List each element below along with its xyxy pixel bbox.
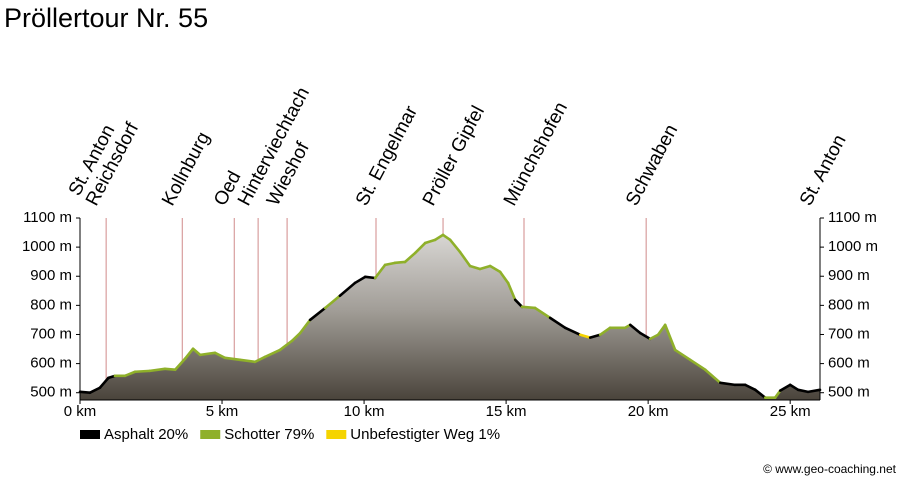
surface-segment bbox=[338, 281, 357, 298]
surface-segment bbox=[718, 381, 737, 387]
x-tick-label: 20 km bbox=[628, 403, 669, 420]
surface-segment bbox=[753, 388, 767, 399]
waypoint-label: St. Anton bbox=[796, 131, 851, 209]
surface-segment bbox=[413, 241, 427, 255]
surface-segment bbox=[458, 250, 472, 268]
surface-segment bbox=[148, 367, 167, 373]
waypoint-label: Münchshofen bbox=[500, 99, 572, 210]
surface-segment bbox=[278, 339, 294, 352]
surface-segment bbox=[628, 323, 642, 335]
waypoint-label: Schwaben bbox=[622, 121, 682, 209]
legend-swatch bbox=[80, 430, 100, 439]
surface-segment bbox=[638, 331, 652, 341]
waypoint-label: Pröller Gipfel bbox=[419, 103, 489, 210]
legend-label: Asphalt 20% bbox=[104, 426, 188, 443]
y-tick-label: 600 m bbox=[30, 355, 72, 372]
x-tick-label: 25 km bbox=[770, 403, 811, 420]
surface-segment bbox=[78, 390, 92, 395]
y-tick-label: 500 m bbox=[30, 384, 72, 401]
copyright: © www.geo-coaching.net bbox=[763, 462, 897, 476]
surface-segment bbox=[648, 333, 660, 341]
surface-segment bbox=[183, 347, 195, 360]
waypoint-label: St. Engelmar bbox=[352, 102, 422, 209]
surface-segment bbox=[778, 383, 792, 392]
surface-segment bbox=[478, 264, 492, 271]
surface-segment bbox=[598, 326, 612, 337]
legend-label: Unbefestigter Weg 1% bbox=[350, 426, 500, 443]
surface-segment bbox=[133, 369, 152, 374]
surface-segment bbox=[433, 233, 445, 242]
surface-segment bbox=[703, 368, 722, 385]
y-tick-label: 1000 m bbox=[22, 238, 72, 255]
surface-segment bbox=[223, 356, 242, 362]
surface-segment bbox=[403, 251, 417, 264]
surface-segment bbox=[663, 323, 677, 352]
surface-segment bbox=[563, 326, 582, 337]
surface-segment bbox=[163, 367, 177, 372]
surface-segment bbox=[173, 357, 187, 372]
surface-segment bbox=[353, 275, 367, 285]
x-tick-label: 10 km bbox=[344, 403, 385, 420]
surface-segment bbox=[88, 386, 102, 395]
surface-segment bbox=[588, 333, 602, 339]
surface-segment bbox=[506, 281, 517, 302]
elevation-area bbox=[80, 234, 820, 400]
y2-tick-label: 1000 m bbox=[828, 238, 878, 255]
surface-segment bbox=[796, 388, 810, 394]
surface-segment bbox=[323, 294, 342, 310]
legend-label: Schotter 79% bbox=[224, 426, 314, 443]
surface-segment bbox=[213, 351, 227, 360]
waypoint-label: Kollnburg bbox=[158, 129, 214, 210]
y-tick-label: 800 m bbox=[30, 296, 72, 313]
surface-segment bbox=[308, 306, 327, 322]
surface-segment bbox=[673, 348, 692, 362]
surface-segment bbox=[191, 347, 202, 357]
legend-swatch bbox=[326, 430, 347, 439]
surface-segment bbox=[533, 306, 552, 320]
surface-segment bbox=[448, 238, 462, 254]
surface-segment bbox=[253, 355, 267, 364]
surface-segment bbox=[383, 261, 397, 267]
x-tick-label: 15 km bbox=[486, 403, 527, 420]
surface-segment bbox=[298, 318, 312, 335]
legend-swatch bbox=[200, 430, 221, 439]
surface-segment bbox=[773, 389, 782, 399]
surface-segment bbox=[290, 331, 302, 343]
y-tick-label: 1100 m bbox=[23, 209, 72, 226]
surface-segment bbox=[743, 383, 757, 392]
x-tick-label: 5 km bbox=[206, 403, 239, 420]
surface-segment bbox=[498, 270, 510, 285]
surface-segment bbox=[806, 388, 822, 394]
y-tick-label: 700 m bbox=[30, 325, 72, 342]
y2-tick-label: 700 m bbox=[828, 325, 870, 342]
surface-segment bbox=[656, 323, 667, 337]
x-tick-label: 0 km bbox=[64, 403, 97, 420]
chart-title: Pröllertour Nr. 55 bbox=[4, 3, 208, 33]
surface-segment bbox=[578, 333, 592, 339]
surface-segment bbox=[441, 233, 452, 242]
surface-segment bbox=[98, 376, 110, 390]
y2-tick-label: 1100 m bbox=[828, 209, 877, 226]
y2-tick-label: 900 m bbox=[828, 267, 870, 284]
surface-segment bbox=[513, 298, 524, 309]
surface-segment bbox=[238, 358, 257, 364]
surface-segment bbox=[423, 238, 437, 245]
surface-segment bbox=[488, 264, 502, 274]
y2-tick-label: 500 m bbox=[828, 384, 870, 401]
surface-segment bbox=[263, 348, 282, 359]
surface-segment bbox=[688, 358, 707, 372]
y2-tick-label: 600 m bbox=[828, 355, 870, 372]
surface-segment bbox=[548, 316, 567, 330]
surface-segment bbox=[520, 305, 537, 310]
surface-segment bbox=[373, 263, 387, 280]
surface-segment bbox=[198, 351, 217, 357]
y-tick-label: 900 m bbox=[30, 267, 72, 284]
surface-segment bbox=[788, 383, 800, 392]
surface-segment bbox=[393, 260, 407, 265]
surface-segment bbox=[123, 370, 137, 378]
surface-segment bbox=[363, 275, 377, 280]
surface-segment bbox=[468, 264, 482, 271]
y2-tick-label: 800 m bbox=[828, 296, 870, 313]
